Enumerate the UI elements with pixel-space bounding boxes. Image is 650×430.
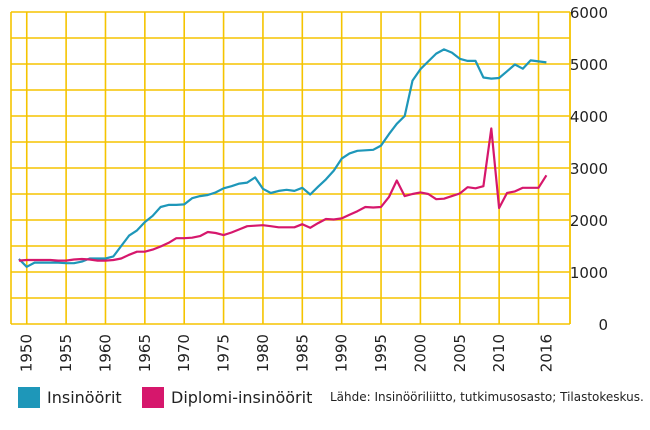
x-tick-label: 1970 — [175, 334, 193, 372]
legend-item-insinoorit: Insinöörit — [18, 386, 122, 408]
legend-swatch-insinoorit — [18, 386, 40, 408]
legend-label-diplomi-insinoorit: Diplomi-insinöörit — [171, 387, 313, 407]
series-lines — [18, 48, 548, 268]
x-axis-ticks: 1950 1955 1960 1965 1970 1975 1980 1985 1990 1995… — [18, 334, 556, 372]
y-tick-label: 3000 — [570, 160, 608, 178]
x-tick-label: 1980 — [254, 334, 272, 372]
series-line-1 — [18, 127, 548, 262]
x-tick-label: 1955 — [57, 334, 75, 372]
x-tick-label: 2010 — [490, 334, 508, 372]
y-tick-label: 2000 — [570, 212, 608, 230]
x-tick-label: 1965 — [136, 334, 154, 372]
source-note: Lähde: Insinööriliitto, tutkimusosasto; … — [330, 390, 644, 404]
x-tick-label: 1960 — [96, 334, 114, 372]
grid — [10, 11, 571, 325]
legend-label-insinoorit: Insinöörit — [47, 387, 122, 407]
y-tick-label: 4000 — [570, 108, 608, 126]
x-tick-label: 1995 — [372, 334, 390, 372]
y-tick-label: 6000 — [570, 4, 608, 22]
series-line-0 — [18, 48, 547, 268]
x-tick-label: 2016 — [537, 334, 555, 372]
legend-swatch-diplomi-insinoorit — [142, 386, 164, 408]
x-tick-label: 2005 — [451, 334, 469, 372]
y-tick-label: 1000 — [570, 264, 608, 282]
y-tick-label: 0 — [598, 316, 608, 334]
y-tick-label: 5000 — [570, 56, 608, 74]
y-axis-ticks: 0 1000 2000 3000 4000 5000 6000 — [570, 4, 608, 334]
x-tick-label: 1950 — [18, 334, 36, 372]
x-tick-label: 2000 — [411, 334, 429, 372]
x-tick-label: 1990 — [333, 334, 351, 372]
x-tick-label: 1985 — [293, 334, 311, 372]
x-tick-label: 1975 — [215, 334, 233, 372]
legend-item-diplomi-insinoorit: Diplomi-insinöörit — [142, 386, 312, 408]
